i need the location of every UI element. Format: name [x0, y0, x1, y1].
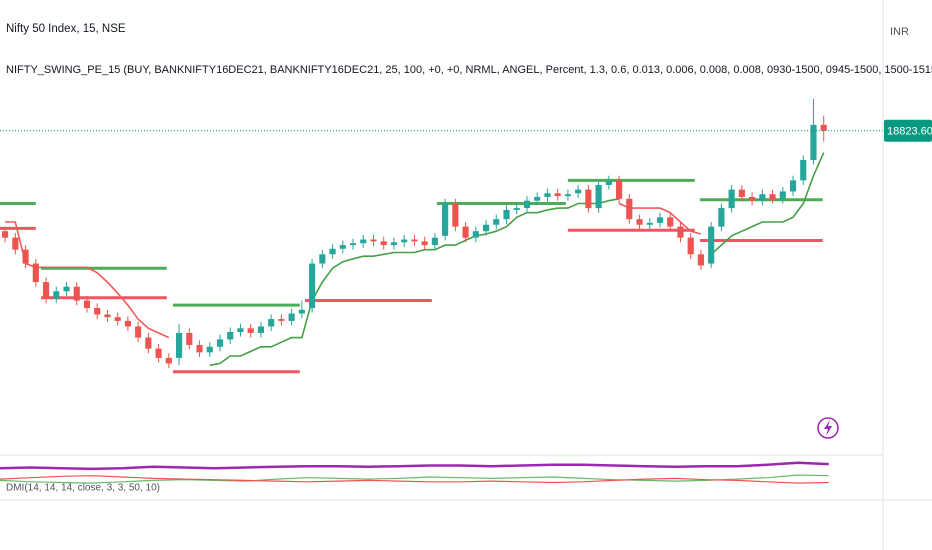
candle-body	[411, 239, 418, 242]
candle-body	[155, 348, 162, 358]
candle-body	[482, 224, 490, 232]
candle-body	[779, 191, 786, 199]
candle-body	[728, 189, 735, 209]
chart-title: Nifty 50 Index, 15, NSE	[6, 23, 126, 35]
candle-body	[12, 237, 19, 250]
candle-body	[452, 203, 459, 227]
top-layer: 18823.60	[884, 119, 932, 142]
candle-body	[268, 319, 275, 327]
candle-body	[431, 237, 438, 246]
candle-body	[462, 226, 469, 238]
candle-body	[257, 326, 264, 333]
candle-body	[104, 314, 111, 318]
candle-body	[2, 231, 9, 238]
candle-body	[124, 320, 131, 327]
candle-body	[42, 282, 50, 299]
indicator-line	[209, 152, 825, 367]
alert-icon[interactable]	[817, 417, 839, 439]
candle-body	[227, 332, 234, 340]
candle-body	[278, 319, 285, 321]
candle-body	[22, 249, 29, 264]
candle-body	[339, 245, 346, 249]
candle-body	[697, 254, 704, 266]
candle-body	[667, 217, 674, 227]
indicator-line	[5, 202, 702, 339]
last-price-label: 18823.60	[887, 126, 932, 138]
candle-body	[646, 222, 653, 225]
pane-line	[0, 475, 829, 484]
candle-body	[585, 189, 592, 209]
candle-body	[63, 286, 70, 292]
candle-body	[176, 332, 183, 358]
candle-body	[656, 217, 664, 223]
candle-body	[534, 196, 541, 201]
currency-label: INR	[890, 26, 909, 38]
candle-body	[636, 219, 643, 225]
candle-body	[687, 237, 694, 255]
candle-body	[319, 254, 326, 264]
candle-body	[523, 200, 531, 209]
candle-body	[605, 180, 612, 185]
candle-body	[810, 124, 817, 160]
candle-body	[789, 180, 797, 192]
candle-body	[769, 194, 776, 199]
candle-body	[135, 326, 142, 338]
pane-line	[0, 474, 829, 484]
candle-body	[575, 189, 582, 194]
candle-body	[421, 241, 428, 246]
candle-body	[237, 328, 244, 333]
last-price-box	[884, 119, 932, 142]
candle-body	[544, 193, 551, 197]
candle-body	[554, 193, 561, 197]
candle-body	[196, 344, 203, 353]
candle-body	[73, 286, 80, 301]
candle-body	[564, 194, 571, 197]
candle-body	[370, 239, 377, 242]
candle-body	[298, 309, 305, 314]
candle-body	[288, 313, 295, 321]
candle-body	[442, 203, 449, 236]
candle-body	[94, 307, 101, 315]
candle-body	[53, 291, 60, 299]
candle-body	[380, 241, 387, 246]
marks-layer	[0, 98, 883, 484]
pane-title: DMI(14, 14, 14, close, 3, 3, 50, 10)	[6, 483, 160, 494]
candle-body	[360, 239, 367, 244]
candle-body	[186, 332, 193, 345]
candle-body	[513, 208, 520, 210]
candle-body	[749, 196, 756, 201]
candle-body	[626, 198, 633, 220]
candle-body	[759, 194, 766, 201]
candle-body	[206, 346, 213, 353]
indicator-label: NIFTY_SWING_PE_15 (BUY, BANKNIFTY16DEC21…	[6, 64, 932, 76]
candle-body	[708, 226, 715, 264]
candle-body	[401, 239, 408, 243]
candle-body	[349, 243, 357, 246]
candle-body	[165, 357, 172, 364]
candle-body	[114, 317, 121, 321]
candle-body	[677, 226, 684, 238]
candle-body	[820, 124, 827, 131]
candle-body	[390, 242, 398, 246]
candle-body	[145, 337, 152, 349]
candle-body	[216, 339, 224, 347]
candle-body	[247, 328, 254, 333]
candle-body	[503, 209, 510, 220]
candle-body	[329, 248, 336, 255]
candle-body	[616, 180, 623, 199]
candle-body	[493, 219, 500, 225]
candle-body	[595, 184, 602, 209]
pane-line	[0, 461, 829, 471]
candle-body	[32, 263, 39, 283]
candle-body	[800, 159, 807, 181]
candle-body	[472, 231, 479, 238]
candle-body	[718, 208, 725, 227]
candle-body	[309, 263, 316, 308]
candle-body	[83, 300, 91, 308]
candle-body	[738, 189, 745, 197]
